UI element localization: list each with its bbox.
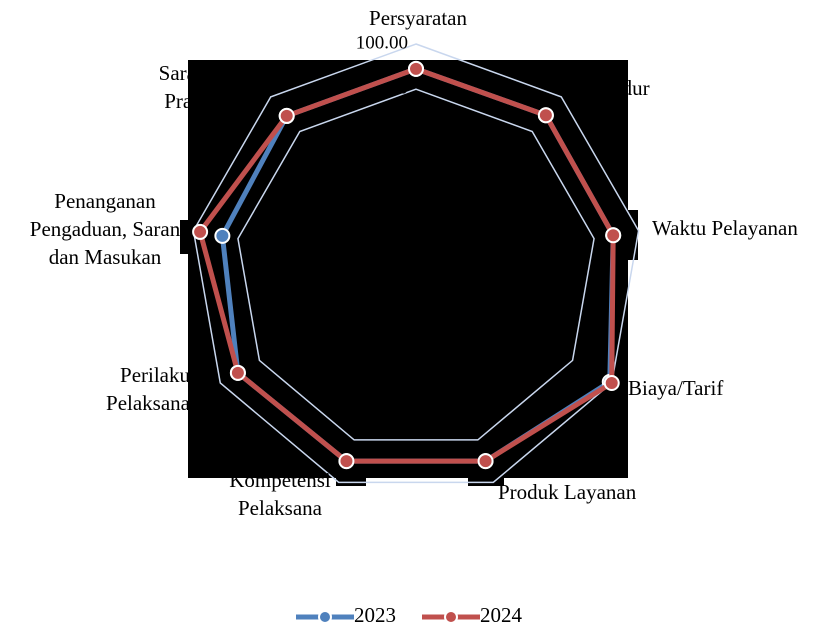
category-label: Penanganan Pengaduan, Saran dan Masukan <box>30 189 181 269</box>
redaction-block <box>180 220 192 254</box>
category-label: Sarana dan Prasarana <box>159 61 252 113</box>
data-point <box>192 223 209 240</box>
category-label: Kompetensi Pelaksana <box>229 468 331 520</box>
data-point <box>477 453 494 470</box>
data-point <box>603 375 620 391</box>
legend-label: 2024 <box>480 603 523 627</box>
category-label: Waktu Pelayanan <box>652 216 798 240</box>
data-point <box>278 107 295 124</box>
legend-marker <box>318 610 332 624</box>
redaction <box>180 60 638 486</box>
legend-label: 2023 <box>354 603 396 627</box>
category-label: Biaya/Tarif <box>628 376 723 400</box>
r-tick-label: 100.00 <box>356 32 408 53</box>
category-label: Persyaratan <box>369 6 467 30</box>
legend-marker <box>444 610 458 624</box>
series-line <box>197 66 616 464</box>
data-point <box>408 60 424 77</box>
category-label: Prosedur <box>575 76 650 100</box>
grid-ring <box>237 88 595 441</box>
redaction-block <box>336 470 366 486</box>
data-point <box>537 107 554 124</box>
data-point <box>229 364 246 381</box>
data-point <box>338 453 355 470</box>
data-point <box>214 227 231 244</box>
category-label: Produk Layanan <box>498 480 637 504</box>
grid-ring <box>192 43 640 484</box>
data-point <box>605 227 622 244</box>
category-label: Perilaku Pelaksana <box>106 363 191 415</box>
